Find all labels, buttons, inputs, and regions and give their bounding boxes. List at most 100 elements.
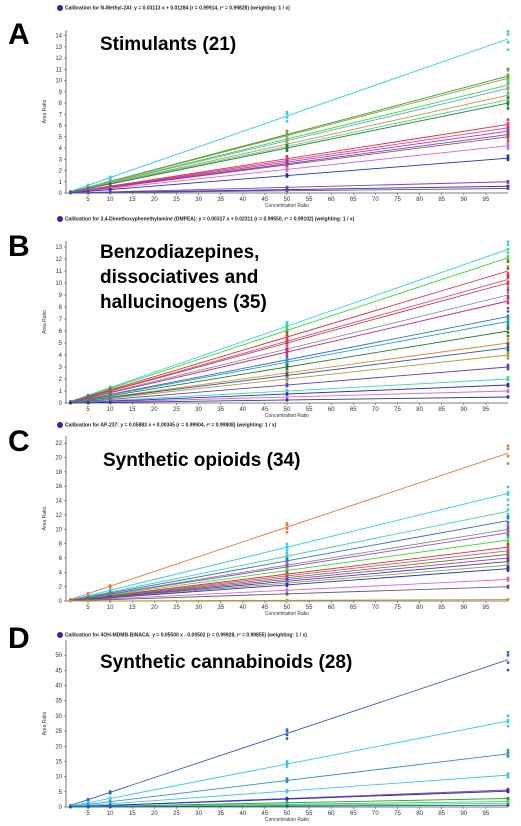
x-tick-label: 40 [239,407,246,413]
data-point [506,375,510,379]
data-point [285,348,289,351]
data-point [506,668,510,672]
calibration-caption: Calibration for 4OH-MDMB-BINACA: y = 0.0… [57,632,307,638]
data-point [506,301,510,305]
y-tick-label: 0 [59,805,63,811]
calibration-line [70,300,509,403]
x-tick-label: 30 [195,407,202,413]
data-point [285,567,289,571]
data-point [285,166,289,170]
data-point [506,184,510,188]
y-tick-label: 5 [59,341,63,347]
data-point [108,182,112,185]
data-point [506,508,510,511]
data-point [285,185,289,189]
x-tick-label: 25 [173,197,180,203]
y-tick-label: 8 [59,542,63,548]
x-tick-label: 65 [350,197,357,203]
x-tick-label: 50 [284,197,291,203]
calibration-series [69,395,510,405]
calibration-line [70,390,509,404]
data-point [285,545,289,549]
x-tick-label: 45 [262,197,269,203]
data-point [285,804,289,808]
calibration-line [70,347,509,403]
x-tick-label: 70 [372,407,379,413]
data-point [506,186,510,190]
calibration-line [70,248,509,402]
x-tick-label: 10 [107,197,114,203]
data-point [506,447,510,451]
data-point [285,382,289,386]
data-point [285,130,289,134]
x-tick-label: 85 [438,605,445,611]
data-point [506,100,510,104]
x-tick-label: 5 [86,811,90,817]
data-point [285,324,289,328]
data-point [285,527,289,530]
data-point [506,306,510,310]
x-tick-label: 35 [217,605,224,611]
data-point [506,240,510,244]
y-tick-label: 10 [55,281,62,287]
x-tick-label: 10 [107,407,114,413]
y-tick-label: 0 [59,191,63,197]
calibration-line [70,294,509,403]
data-point [506,154,510,158]
y-tick-label: 14 [55,34,62,40]
data-point [506,598,510,601]
x-tick-label: 65 [350,605,357,611]
x-tick-label: 25 [173,407,180,413]
x-tick-label: 80 [416,407,423,413]
x-tick-label: 35 [217,407,224,413]
y-tick-label: 16 [55,484,62,490]
data-point [506,576,510,580]
y-tick-label: 2 [59,169,63,175]
data-point [506,539,510,543]
calibration-line [70,492,509,601]
x-tick-label: 80 [416,811,423,817]
panel-letter: D [8,622,30,655]
data-point [506,530,510,533]
data-point [285,582,289,586]
calibration-line [70,564,509,602]
panel-b: B Calibration for 3,4-Dimethoxyphenethyl… [0,0,521,419]
data-point [506,80,510,84]
data-point [506,129,510,132]
x-tick-label: 45 [262,811,269,817]
data-point [285,143,289,147]
calibration-line [70,282,509,403]
series-dot-icon [57,216,63,222]
data-point [506,314,510,318]
x-tick-label: 95 [483,407,490,413]
data-point [506,48,510,52]
calibration-line [70,378,509,404]
data-point [285,351,289,355]
data-point [108,187,112,191]
data-point [506,553,510,557]
calibration-series [69,650,510,808]
data-point [506,334,510,338]
y-tick-label: 15 [55,759,62,765]
y-tick-label: 18 [55,470,62,476]
calibration-line [70,145,509,193]
calibration-line [70,384,509,404]
panel-letter: B [8,230,30,263]
data-point [506,251,510,254]
series-dot-icon [57,422,63,428]
data-point [506,291,510,295]
data-point [506,559,510,563]
data-point [285,398,289,402]
y-tick-label: 1 [59,180,63,186]
data-point [285,522,289,525]
data-point [506,772,510,775]
data-point [285,149,289,153]
x-axis-title: Concentration Ratio [265,817,309,823]
y-tick-label: 4 [59,570,63,576]
data-point [285,777,289,780]
x-axis-title: Concentration Ratio [265,203,309,209]
calibration-line [70,330,509,403]
data-point [506,803,510,807]
data-point [506,338,510,341]
